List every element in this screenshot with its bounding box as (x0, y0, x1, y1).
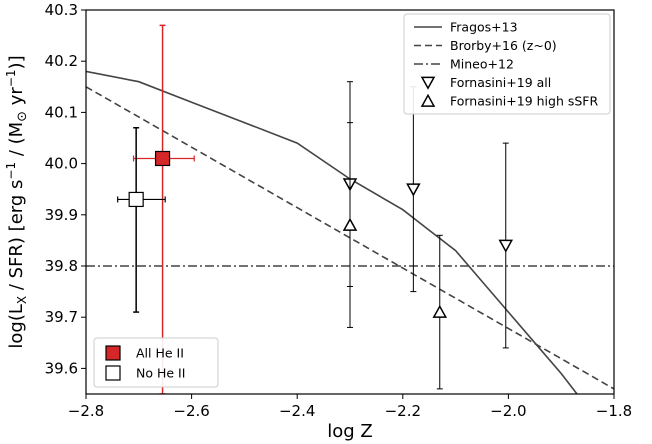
legend-fornasini-label-3: Fornasini+19 all (450, 75, 551, 90)
axes-frame (85, 9, 615, 395)
y-tick-label-3: 39.9 (45, 206, 78, 224)
sample-point-1 (128, 191, 144, 208)
y-tick-label-1: 39.7 (45, 308, 78, 326)
fornasini-all-point-2 (498, 239, 514, 253)
legend-sample-marker-0 (105, 345, 121, 361)
y-tick-label-0: 39.6 (45, 359, 78, 377)
legend-sample-label-1: No He II (136, 366, 185, 381)
x-tick-label-0: −2.8 (68, 402, 104, 420)
sample-point-0 (154, 150, 171, 167)
y-axis-label: log(LX / SFR) [erg s−1 / (M⊙ yr−1)] (4, 55, 30, 348)
legend-fornasini-marker-4 (420, 93, 436, 107)
y-label-part-8: )] (6, 55, 27, 69)
legend-model-label-1: Brorby+16 (z~0) (450, 38, 557, 53)
fornasini-high-point-0 (342, 217, 358, 231)
fornasini-high-point-1 (432, 304, 448, 318)
y-tick-label-5: 40.1 (45, 103, 78, 121)
legend-model-label-0: Fragos+13 (450, 20, 518, 35)
x-tick-label-2: −2.4 (279, 402, 315, 420)
legend-models-frame (403, 13, 611, 115)
x-tick-label-3: −2.2 (385, 402, 421, 420)
model-line-0 (86, 70, 578, 394)
y-label-part-4: / (M (6, 122, 27, 162)
y-label-part-2: / SFR) [erg s (6, 180, 27, 296)
y-tick-label-6: 40.2 (45, 52, 78, 70)
y-label-part-0: log(L (6, 304, 27, 349)
fornasini-all-point-1 (406, 183, 421, 197)
legend-models: Fragos+13 Brorby+16 (z~0) Mineo+12 Fornasin… (403, 13, 611, 115)
sample-yerr-0 (159, 24, 166, 394)
legend-sample-marker-1 (105, 365, 121, 381)
x-tick-label-1: −2.6 (173, 402, 209, 420)
y-label-part-3: −1 (4, 162, 18, 180)
y-label-part-6: yr (6, 87, 27, 111)
x-axis-label: log Z (327, 421, 373, 442)
legend-fornasini-label-4: Fornasini+19 high sSFR (450, 94, 598, 109)
sample-yerr-1 (133, 127, 140, 313)
y-tick-label-4: 40.0 (45, 155, 78, 173)
axes: −2.8 −2.6 −2.4 −2.2 −2.0 −1.8 39.6 39.7 39.8 39.9… (45, 1, 633, 420)
legend-samples-frame (93, 337, 219, 388)
y-label-part-1: X (15, 296, 29, 304)
y-label-part-5: ⊙ (15, 111, 30, 122)
x-tick-label-4: −2.0 (490, 402, 526, 420)
x-tick-label-5: −1.8 (596, 402, 632, 420)
legend-model-label-2: Mineo+12 (450, 57, 514, 72)
legend-samples: All He II No He II (93, 337, 219, 388)
legend-fornasini-marker-3 (420, 76, 436, 90)
plot-area (86, 24, 614, 394)
legend-sample-label-0: All He II (136, 346, 184, 361)
y-label-part-7: −1 (4, 69, 18, 87)
plot-clip (86, 24, 614, 394)
model-line-1 (86, 86, 614, 390)
y-tick-label-2: 39.8 (45, 257, 78, 275)
y-tick-label-7: 40.3 (45, 1, 78, 19)
